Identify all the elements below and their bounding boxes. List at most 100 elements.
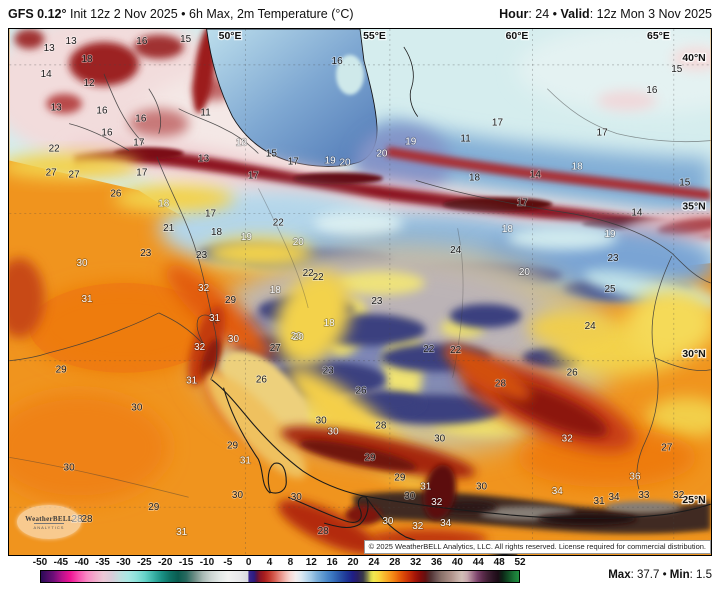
temperature-label: 18 <box>81 54 93 65</box>
temperature-label: 31 <box>176 527 188 538</box>
colorbar-tick: 20 <box>347 557 359 568</box>
temperature-label: 16 <box>101 128 113 139</box>
temperature-label: 13 <box>51 103 63 114</box>
temperature-label: 33 <box>638 490 650 501</box>
temperature-label: 23 <box>607 253 619 264</box>
temperature-label: 18 <box>211 227 223 238</box>
temperature-label: 34 <box>608 492 620 503</box>
temperature-label: 17 <box>248 170 260 181</box>
temperature-label: 32 <box>412 521 424 532</box>
temperature-label: 20 <box>376 149 388 160</box>
temperature-label: 27 <box>69 169 81 180</box>
temperature-label: 32 <box>198 283 210 294</box>
cheleken-peninsula <box>336 54 364 95</box>
temperature-label: 30 <box>64 462 76 473</box>
lon-label: 50°E <box>219 31 242 42</box>
persian-gulf <box>221 351 309 439</box>
temperature-label: 30 <box>328 426 340 437</box>
temperature-map-svg: 50°E 55°E 60°E 65°E 40°N 35°N 30°N 25°N 13 13 14 1… <box>9 29 711 555</box>
temperature-label: 20 <box>519 267 531 278</box>
model-name: GFS 0.12° <box>8 7 67 21</box>
temperature-label: 17 <box>597 128 609 139</box>
temperature-label: 22 <box>273 217 285 228</box>
temperature-label: 22 <box>49 144 61 155</box>
temperature-label: 16 <box>332 56 344 67</box>
colorbar-tick: 4 <box>266 557 273 568</box>
temperature-label: 29 <box>56 365 68 376</box>
temperature-label: 22 <box>423 344 435 355</box>
colorbar-tick: 16 <box>326 557 338 568</box>
temperature-label: 12 <box>83 78 95 89</box>
temperature-label: 14 <box>41 69 53 80</box>
temperature-label: 30 <box>77 258 89 269</box>
lon-label: 60°E <box>506 31 529 42</box>
temperature-label: 24 <box>585 321 597 332</box>
temperature-label: 30 <box>232 490 244 501</box>
temperature-label: 29 <box>227 440 239 451</box>
temperature-label: 18 <box>158 198 170 209</box>
colorbar-tick: 52 <box>514 557 526 568</box>
temperature-label: 23 <box>196 250 208 261</box>
temperature-label: 27 <box>46 167 58 178</box>
temperature-label: 23 <box>323 366 335 377</box>
temperature-label: 31 <box>209 313 221 324</box>
temperature-label: 11 <box>200 108 211 119</box>
temperature-label: 22 <box>313 272 325 283</box>
temperature-label: 13 <box>44 43 56 54</box>
weatherbell-logo-text: WeatherBELL <box>25 514 73 523</box>
lon-label: 65°E <box>647 31 670 42</box>
colorbar-tick: -15 <box>178 557 194 568</box>
temperature-label: 22 <box>303 268 315 279</box>
temperature-label: 20 <box>340 157 352 168</box>
lat-label: 35°N <box>682 201 705 212</box>
temperature-label: 14 <box>631 207 643 218</box>
alborz-cold-band <box>74 150 711 239</box>
temperature-label: 31 <box>81 294 93 305</box>
temperature-label: 31 <box>420 481 432 492</box>
temperature-label: 36 <box>629 471 641 482</box>
temperature-label: 29 <box>364 452 376 463</box>
temperature-label: 26 <box>355 386 367 397</box>
map-canvas: 50°E 55°E 60°E 65°E 40°N 35°N 30°N 25°N 13 13 14 1… <box>8 28 712 556</box>
temperature-label: 18 <box>324 318 336 329</box>
temperature-label: 27 <box>661 442 673 453</box>
temperature-label: 31 <box>240 455 252 466</box>
colorbar-tick: 12 <box>305 557 317 568</box>
colorbar-tick: -30 <box>116 557 131 568</box>
temperature-label: 32 <box>673 490 685 501</box>
colorbar-tick: 40 <box>451 557 463 568</box>
temperature-label: 15 <box>679 177 691 188</box>
temperature-label: 34 <box>440 518 452 529</box>
temperature-label: 19 <box>405 137 417 148</box>
temperature-label: 19 <box>605 229 617 240</box>
temperature-label: 15 <box>180 34 192 45</box>
temperature-label: 23 <box>140 248 152 259</box>
temperature-label: 13 <box>66 36 78 47</box>
colorbar-tick: 8 <box>287 557 294 568</box>
weatherbell-logo: WeatherBELL ANALYTICS <box>17 505 81 539</box>
temperature-label: 30 <box>382 516 394 527</box>
max-min-readout: Max: 37.7 • Min: 1.5 <box>608 569 712 581</box>
temperature-label: 28 <box>375 420 387 431</box>
colorbar-tick: 44 <box>472 557 484 568</box>
colorbar-tick: -35 <box>95 557 110 568</box>
lon-label: 55°E <box>363 31 386 42</box>
temperature-label: 30 <box>131 403 143 414</box>
temperature-label: 18 <box>236 138 248 149</box>
country-borders <box>9 73 711 498</box>
latlon-grid: 50°E 55°E 60°E 65°E 40°N 35°N 30°N 25°N <box>9 29 711 555</box>
copyright-notice: © 2025 WeatherBELL Analytics, LLC. All r… <box>363 540 711 554</box>
temperature-label: 31 <box>594 496 606 507</box>
temperature-label: 31 <box>186 376 198 387</box>
temperature-label: 28 <box>81 514 93 525</box>
temperature-label: 16 <box>96 106 108 117</box>
temperature-label: 29 <box>148 502 160 513</box>
temperature-label: 20 <box>293 237 305 248</box>
temperature-label: 30 <box>316 416 328 427</box>
temperature-label: 34 <box>552 486 564 497</box>
temperature-label: 18 <box>469 172 481 183</box>
temperature-label: 26 <box>567 368 579 379</box>
temperature-label: 30 <box>291 492 303 503</box>
